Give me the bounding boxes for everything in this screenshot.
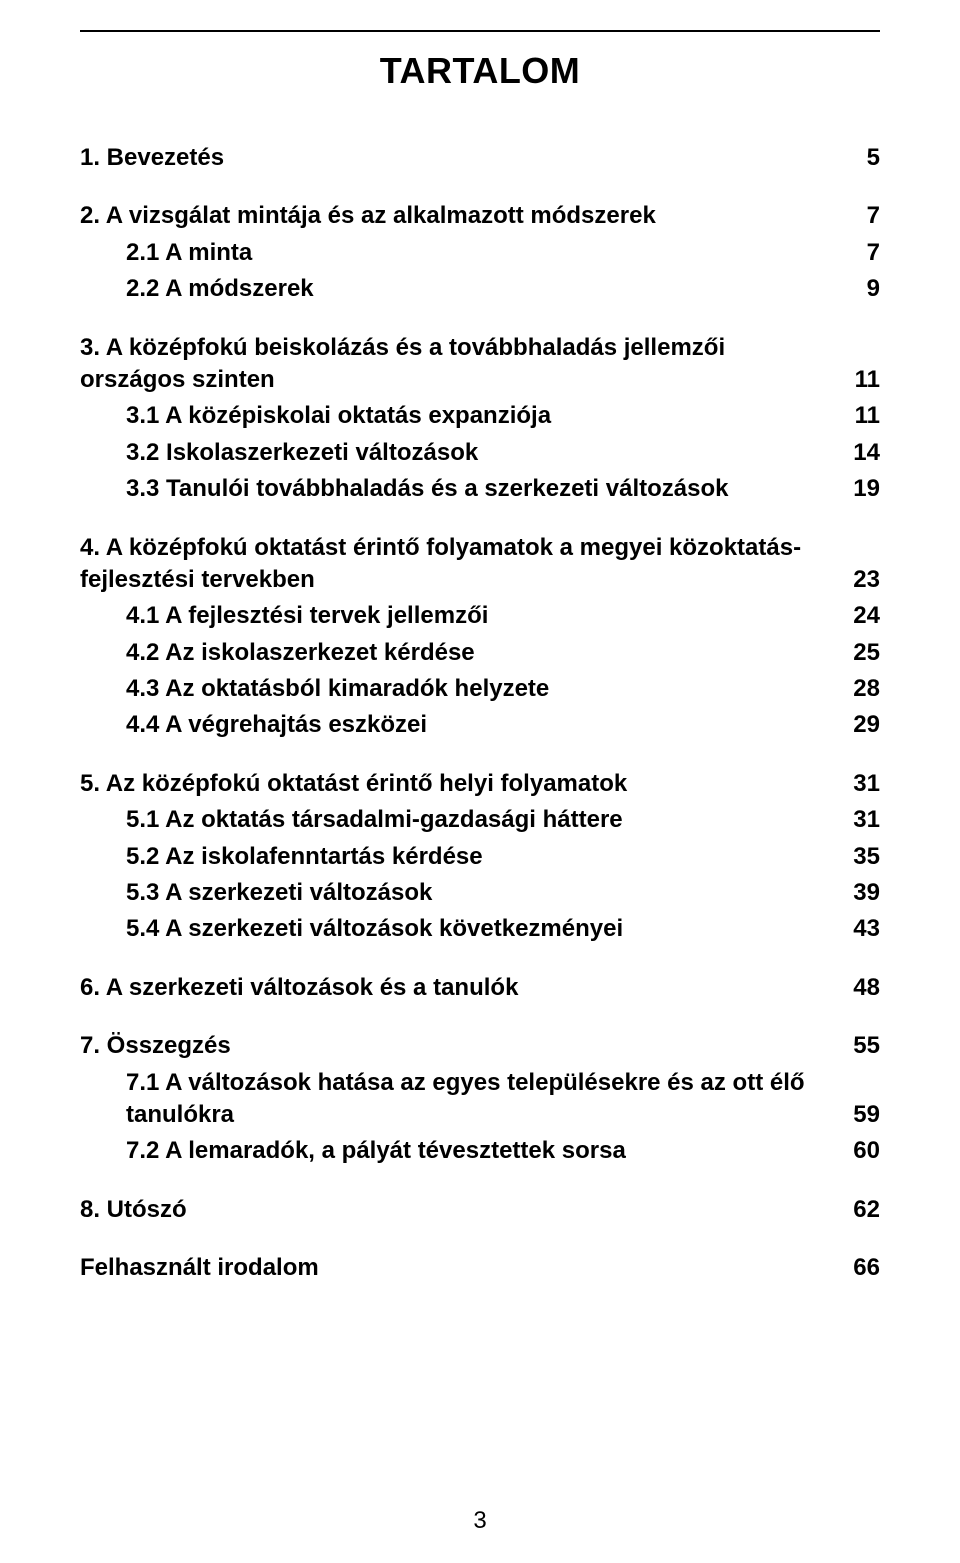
toc-row: 3.3 Tanulói továbbhaladás és a szerkezet…: [80, 473, 880, 505]
toc-page: 9: [832, 273, 880, 305]
toc-row: 3.2 Iskolaszerkezeti változások14: [80, 437, 880, 469]
toc-page: 66: [832, 1252, 880, 1284]
toc-page: 14: [832, 437, 880, 469]
toc-label: 2.2 A módszerek: [80, 273, 832, 305]
toc-page: 11: [832, 400, 880, 432]
toc-row: 8. Utószó62: [80, 1194, 880, 1226]
toc-gap: [80, 1008, 880, 1030]
toc-page: 62: [832, 1194, 880, 1226]
page-number: 3: [0, 1507, 960, 1535]
toc-page: 59: [832, 1099, 880, 1131]
toc-label: 8. Utószó: [80, 1194, 832, 1226]
toc-label: 4.1 A fejlesztési tervek jellemzői: [80, 600, 832, 632]
page: TARTALOM 1. Bevezetés52. A vizsgálat min…: [0, 0, 960, 1563]
toc-page: 35: [832, 841, 880, 873]
toc-label: 5.4 A szerkezeti változások következmény…: [80, 913, 832, 945]
toc-row: 6. A szerkezeti változások és a tanulók4…: [80, 972, 880, 1004]
toc-row: 4. A középfokú oktatást érintő folyamato…: [80, 532, 880, 597]
toc-gap: [80, 1230, 880, 1252]
toc-label: 5. Az középfokú oktatást érintő helyi fo…: [80, 768, 832, 800]
toc-page: 29: [832, 709, 880, 741]
toc-page: 25: [832, 637, 880, 669]
toc-gap: [80, 950, 880, 972]
top-rule: [80, 30, 880, 32]
toc-gap: [80, 310, 880, 332]
toc-gap: [80, 178, 880, 200]
toc-label: Felhasznált irodalom: [80, 1252, 832, 1284]
toc-label: 4.3 Az oktatásból kimaradók helyzete: [80, 673, 832, 705]
toc-label: 4.2 Az iskolaszerkezet kérdése: [80, 637, 832, 669]
toc-row: 5.4 A szerkezeti változások következmény…: [80, 913, 880, 945]
toc-page: 31: [832, 804, 880, 836]
toc-page: 19: [832, 473, 880, 505]
toc-page: 60: [832, 1135, 880, 1167]
toc-label: 6. A szerkezeti változások és a tanulók: [80, 972, 832, 1004]
toc-label: 2.1 A minta: [80, 237, 832, 269]
toc-row: 4.2 Az iskolaszerkezet kérdése25: [80, 637, 880, 669]
toc-gap: [80, 510, 880, 532]
page-title: TARTALOM: [80, 50, 880, 92]
toc-label: 5.1 Az oktatás társadalmi-gazdasági hátt…: [80, 804, 832, 836]
toc-page: 43: [832, 913, 880, 945]
toc-page: 28: [832, 673, 880, 705]
toc-row: 4.1 A fejlesztési tervek jellemzői24: [80, 600, 880, 632]
toc-row: 3.1 A középiskolai oktatás expanziója11: [80, 400, 880, 432]
toc-row: 5.3 A szerkezeti változások39: [80, 877, 880, 909]
toc-row: 7.2 A lemaradók, a pályát tévesztettek s…: [80, 1135, 880, 1167]
toc-label: 3.3 Tanulói továbbhaladás és a szerkezet…: [80, 473, 832, 505]
toc-page: 23: [832, 564, 880, 596]
toc-row: 3. A középfokú beiskolázás és a továbbha…: [80, 332, 880, 397]
toc-list: 1. Bevezetés52. A vizsgálat mintája és a…: [80, 142, 880, 1285]
toc-page: 11: [832, 364, 880, 396]
toc-label: 3. A középfokú beiskolázás és a továbbha…: [80, 332, 832, 397]
toc-label: 4.4 A végrehajtás eszközei: [80, 709, 832, 741]
toc-row: Felhasznált irodalom66: [80, 1252, 880, 1284]
toc-gap: [80, 1172, 880, 1194]
toc-label: 5.2 Az iskolafenntartás kérdése: [80, 841, 832, 873]
toc-page: 7: [832, 237, 880, 269]
toc-row: 1. Bevezetés5: [80, 142, 880, 174]
toc-row: 7. Összegzés55: [80, 1030, 880, 1062]
toc-row: 2. A vizsgálat mintája és az alkalmazott…: [80, 200, 880, 232]
toc-row: 5.2 Az iskolafenntartás kérdése35: [80, 841, 880, 873]
toc-label: 3.1 A középiskolai oktatás expanziója: [80, 400, 832, 432]
toc-label: 7. Összegzés: [80, 1030, 832, 1062]
toc-row: 4.3 Az oktatásból kimaradók helyzete28: [80, 673, 880, 705]
toc-page: 48: [832, 972, 880, 1004]
toc-page: 7: [832, 200, 880, 232]
toc-row: 2.1 A minta7: [80, 237, 880, 269]
toc-label: 5.3 A szerkezeti változások: [80, 877, 832, 909]
toc-label: 1. Bevezetés: [80, 142, 832, 174]
toc-label: 3.2 Iskolaszerkezeti változások: [80, 437, 832, 469]
toc-page: 31: [832, 768, 880, 800]
toc-page: 24: [832, 600, 880, 632]
toc-page: 39: [832, 877, 880, 909]
toc-row: 7.1 A változások hatása az egyes települ…: [80, 1067, 880, 1132]
toc-row: 2.2 A módszerek9: [80, 273, 880, 305]
toc-page: 5: [832, 142, 880, 174]
toc-row: 5. Az középfokú oktatást érintő helyi fo…: [80, 768, 880, 800]
toc-page: 55: [832, 1030, 880, 1062]
toc-label: 4. A középfokú oktatást érintő folyamato…: [80, 532, 832, 597]
toc-label: 7.2 A lemaradók, a pályát tévesztettek s…: [80, 1135, 832, 1167]
toc-row: 4.4 A végrehajtás eszközei29: [80, 709, 880, 741]
toc-row: 5.1 Az oktatás társadalmi-gazdasági hátt…: [80, 804, 880, 836]
toc-label: 2. A vizsgálat mintája és az alkalmazott…: [80, 200, 832, 232]
toc-gap: [80, 746, 880, 768]
toc-label: 7.1 A változások hatása az egyes települ…: [80, 1067, 832, 1132]
